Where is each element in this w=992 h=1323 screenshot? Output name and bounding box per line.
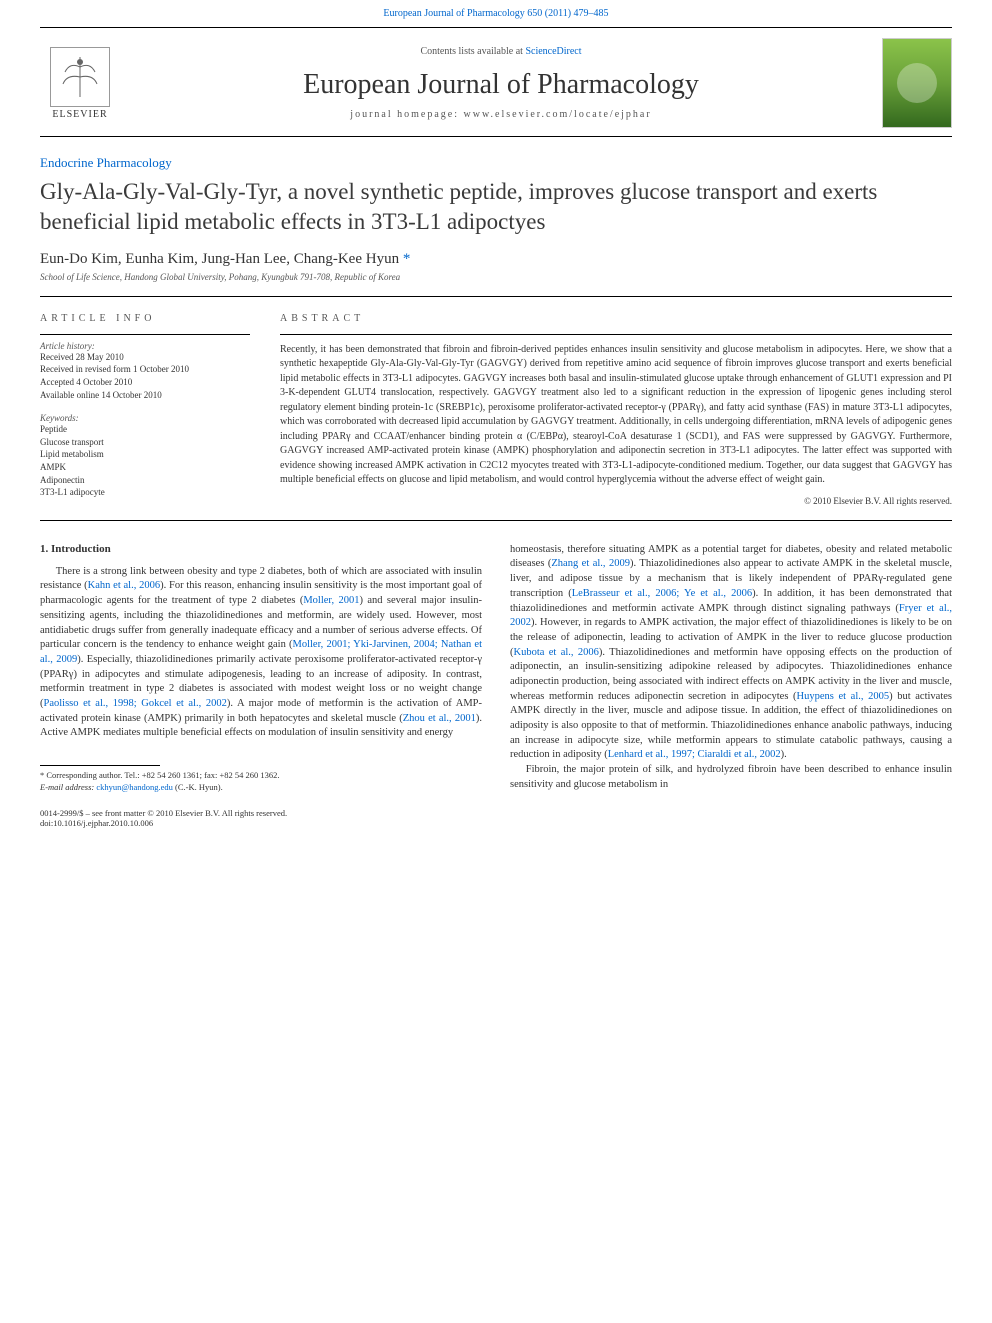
history-item: Received in revised form 1 October 2010 [40,363,250,376]
keyword-item: Peptide [40,423,250,436]
body-col-left: 1. Introduction There is a strong link b… [40,543,482,794]
info-bottom-rule [40,520,952,521]
keywords-label: Keywords: [40,413,250,423]
masthead: ELSEVIER Contents lists available at Sci… [0,28,992,128]
info-heading: ARTICLE INFO [40,313,250,324]
history-item: Available online 14 October 2010 [40,389,250,402]
affiliation: School of Life Science, Handong Global U… [0,270,992,292]
body-paragraph: Fibroin, the major protein of silk, and … [510,763,952,792]
doi-line: doi:10.1016/j.ejphar.2010.10.006 [40,818,952,828]
keyword-item: Glucose transport [40,436,250,449]
intro-heading: 1. Introduction [40,543,482,555]
elsevier-logo: ELSEVIER [40,38,120,128]
article-title: Gly-Ala-Gly-Val-Gly-Tyr, a novel synthet… [0,177,992,237]
body-columns: 1. Introduction There is a strong link b… [0,525,992,794]
ref-link[interactable]: Huypens et al., 2005 [797,691,890,702]
ref-link[interactable]: Zhou et al., 2001 [403,713,476,724]
ref-link[interactable]: LeBrasseur et al., 2006; Ye et al., 2006 [572,588,752,599]
ref-link[interactable]: Lenhard et al., 1997; Ciaraldi et al., 2… [608,749,781,760]
section-label: Endocrine Pharmacology [0,137,992,177]
article-info-col: ARTICLE INFO Article history: Received 2… [40,313,250,506]
body-paragraph: There is a strong link between obesity a… [40,565,482,741]
header-citation: European Journal of Pharmacology 650 (20… [0,0,992,27]
email-footnote: E-mail address: ckhyun@handong.edu (C.-K… [40,782,482,794]
issn-line: 0014-2999/$ – see front matter © 2010 El… [40,808,952,818]
abstract-copyright: © 2010 Elsevier B.V. All rights reserved… [280,496,952,506]
author-names: Eun-Do Kim, Eunha Kim, Jung-Han Lee, Cha… [40,251,403,267]
ref-link[interactable]: Moller, 2001 [303,595,359,606]
abstract-heading: ABSTRACT [280,313,952,324]
keyword-item: 3T3-L1 adipocyte [40,486,250,499]
sciencedirect-link[interactable]: ScienceDirect [525,46,581,57]
journal-name: European Journal of Pharmacology [140,69,862,101]
body-text: ). [781,749,787,760]
history-label: Article history: [40,341,250,351]
abstract-rule [280,334,952,335]
homepage-url: www.elsevier.com/locate/ejphar [464,109,652,120]
history-item: Received 28 May 2010 [40,351,250,364]
keyword-item: Adiponectin [40,474,250,487]
elsevier-label: ELSEVIER [52,109,107,120]
ref-link[interactable]: Paolisso et al., 1998; Gokcel et al., 20… [44,698,227,709]
contents-line: Contents lists available at ScienceDirec… [140,46,862,57]
homepage-prefix: journal homepage: [350,109,463,120]
ref-link[interactable]: Kubota et al., 2006 [514,647,599,658]
citation-link[interactable]: European Journal of Pharmacology 650 (20… [383,8,608,19]
masthead-center: Contents lists available at ScienceDirec… [140,46,862,120]
contents-prefix: Contents lists available at [420,46,525,57]
footer: 0014-2999/$ – see front matter © 2010 El… [0,794,992,838]
email-label: E-mail address: [40,782,96,792]
abstract-text: Recently, it has been demonstrated that … [280,343,952,488]
info-abstract-row: ARTICLE INFO Article history: Received 2… [0,301,992,516]
elsevier-tree-icon [50,47,110,107]
email-suffix: (C.-K. Hyun). [173,782,223,792]
journal-cover-thumb [882,38,952,128]
info-top-rule [40,296,952,297]
history-item: Accepted 4 October 2010 [40,376,250,389]
corresponding-star-link[interactable]: * [403,251,411,267]
body-paragraph: homeostasis, therefore situating AMPK as… [510,543,952,763]
corresponding-footnote: * Corresponding author. Tel.: +82 54 260… [40,770,482,782]
authors: Eun-Do Kim, Eunha Kim, Jung-Han Lee, Cha… [0,237,992,270]
keyword-item: Lipid metabolism [40,448,250,461]
abstract-col: ABSTRACT Recently, it has been demonstra… [280,313,952,506]
cover-icon [897,63,937,103]
keyword-item: AMPK [40,461,250,474]
ref-link[interactable]: Zhang et al., 2009 [551,558,630,569]
homepage-line: journal homepage: www.elsevier.com/locat… [140,109,862,120]
footnote-rule [40,765,160,766]
body-col-right: homeostasis, therefore situating AMPK as… [510,543,952,794]
email-link[interactable]: ckhyun@handong.edu [96,782,173,792]
info-rule [40,334,250,335]
ref-link[interactable]: Kahn et al., 2006 [88,580,160,591]
